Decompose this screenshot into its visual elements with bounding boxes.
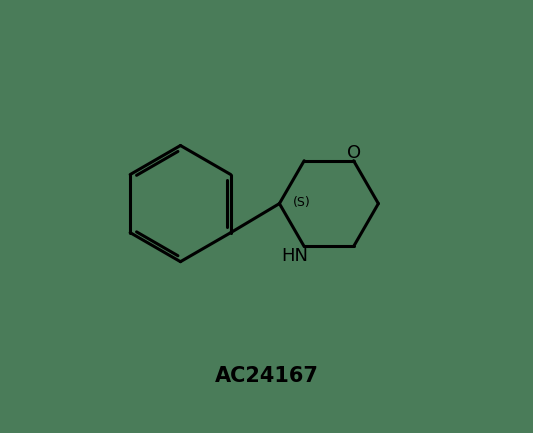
Text: HN: HN [281, 247, 308, 265]
Text: O: O [346, 144, 361, 162]
Text: (S): (S) [293, 196, 311, 209]
Text: AC24167: AC24167 [215, 366, 318, 386]
